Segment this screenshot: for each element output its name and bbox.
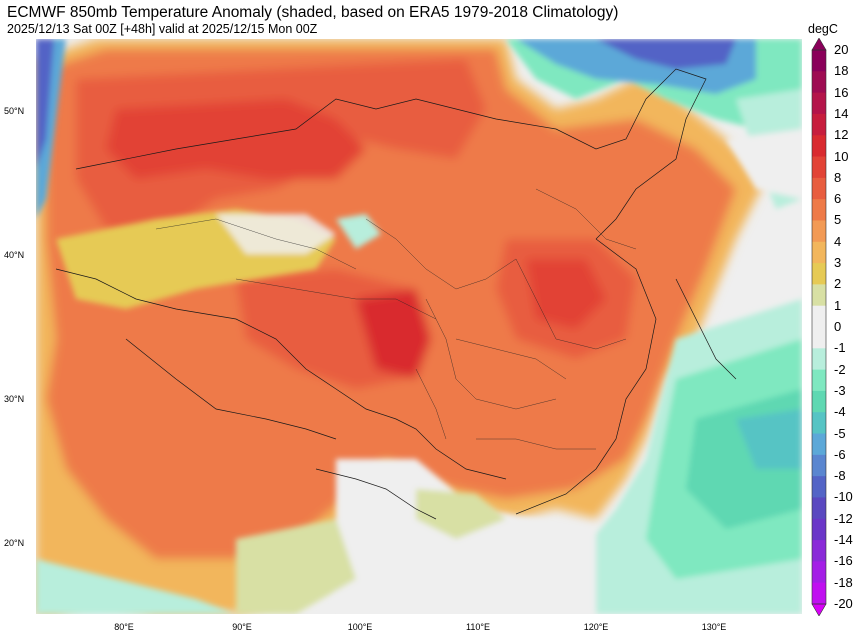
colorbar-segment [812,390,826,413]
country-borders [55,68,737,520]
latitude-label: 40°N [4,250,25,260]
anomaly-bands [36,39,802,614]
colorbar-segment [812,433,826,456]
colorbar-tick-label: 1 [834,297,842,313]
longitude-label: 90°E [232,622,252,632]
colorbar-segment [812,220,826,243]
map-title: ECMWF 850mb Temperature Anomaly (shaded,… [7,4,619,21]
longitude-label: 120°E [583,622,609,632]
colorbar-tick-label: -6 [834,446,846,462]
colorbar-segment [812,135,826,158]
colorbar-segment [812,348,826,371]
colorbar-tick-label: 16 [834,84,849,100]
colorbar-tick-label: -14 [834,532,853,548]
colorbar-segment [812,156,826,179]
colorbar-segment [812,327,826,349]
latitude-label: 50°N [4,106,25,116]
longitude-label: 130°E [701,622,727,632]
colorbar-tick-label: 4 [834,233,842,249]
colorbar-segment [812,113,826,136]
colorbar-tick-label: -12 [834,510,853,526]
colorbar-tick-label: 8 [834,169,842,185]
colorbar-tick-label: -2 [834,361,846,377]
colorbar-tick-label: 6 [834,191,842,207]
colorbar-segment [812,241,826,264]
colorbar-segment [812,71,826,94]
longitude-label: 100°E [347,622,373,632]
colorbar-segment [812,199,826,221]
colorbar-segment [812,518,826,541]
colorbar-segment [812,476,826,498]
colorbar-min-arrow [811,603,827,616]
colorbar-segment [812,284,826,307]
latitude-label: 30°N [4,394,25,404]
colorbar-segment [812,369,826,392]
colorbar-tick-label: 3 [834,255,842,271]
colorbar-tick-label: 18 [834,63,849,79]
colorbar-segment [812,177,826,200]
longitude-label: 80°E [114,622,134,632]
colorbar-tick-label: 20 [834,42,849,57]
colorbar-segment [812,561,826,584]
colorbar-tick-label: -20 [834,596,853,611]
colorbar-tick-label: -8 [834,468,846,484]
colorbar-tick-label: -18 [834,574,853,590]
anomaly-map [36,39,802,614]
colorbar-max-arrow [811,38,827,51]
colorbar-segment [812,305,826,328]
anomaly-field [36,39,802,614]
colorbar-tick-label: -4 [834,404,846,420]
colorbar-segment [812,92,826,115]
colorbar-tick-label: 10 [834,148,849,164]
latitude-label: 20°N [4,538,25,548]
colorbar [811,38,827,616]
colorbar-tick-label: -16 [834,553,853,569]
province-borders [155,188,637,450]
colorbar-tick-label: -3 [834,382,846,398]
colorbar-segment [812,582,826,605]
colorbar-tick-label: 2 [834,276,842,292]
colorbar-tick-label: 12 [834,127,849,143]
longitude-label: 110°E [466,622,490,632]
colorbar-unit: degC [808,22,838,36]
colorbar-segment [812,540,826,562]
colorbar-segment [812,50,826,72]
colorbar-segment [812,263,826,285]
colorbar-segment [812,497,826,520]
colorbar-segment [812,454,826,477]
anomaly-shading [36,39,766,614]
colorbar-tick-label: -10 [834,489,853,505]
colorbar-tick-label: 14 [834,105,849,121]
colorbar-frame [811,49,827,605]
map-subtitle: 2025/12/13 Sat 00Z [+48h] valid at 2025/… [7,22,318,36]
colorbar-segment [812,412,826,435]
colorbar-tick-label: -1 [834,340,846,356]
colorbar-tick-label: 0 [834,319,842,334]
colorbar-tick-label: 5 [834,212,842,228]
colorbar-tick-label: -5 [834,425,846,441]
